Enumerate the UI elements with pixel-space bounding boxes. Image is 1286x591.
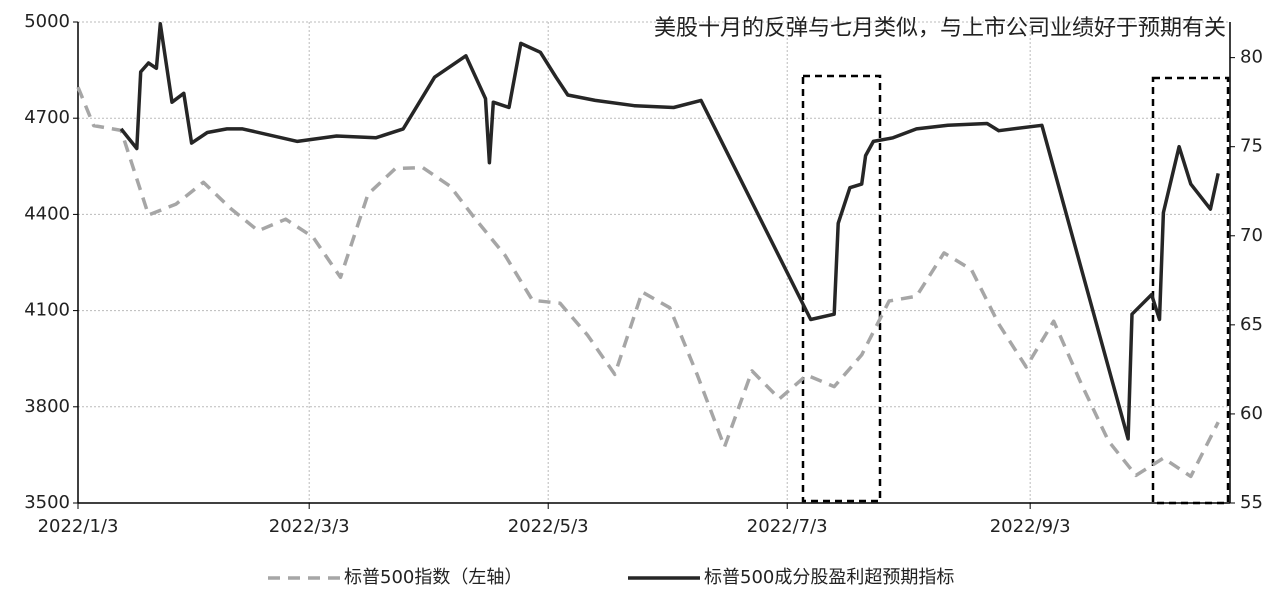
y-tick-label: 5000 [24, 11, 70, 32]
y-tick-label: 3500 [24, 492, 70, 513]
y2-tick-label: 65 [1240, 314, 1263, 335]
series-line [76, 86, 1220, 479]
highlight-box [1151, 76, 1230, 505]
y2-tick-label: 70 [1240, 225, 1263, 246]
highlight-box [801, 74, 882, 503]
y-tick-label: 4100 [24, 300, 70, 321]
x-tick-label: 2022/1/3 [38, 516, 119, 537]
y2-tick-label: 80 [1240, 47, 1263, 68]
y-tick-label: 3800 [24, 396, 70, 417]
legend-label: 标普500成分股盈利超预期指标 [704, 567, 954, 588]
y-tick-label: 4400 [24, 203, 70, 224]
y2-tick-label: 60 [1240, 403, 1263, 424]
y2-tick-label: 75 [1240, 136, 1263, 157]
y-tick-label: 4700 [24, 107, 70, 128]
x-tick-label: 2022/3/3 [269, 516, 350, 537]
x-tick-label: 2022/9/3 [990, 516, 1071, 537]
x-tick-label: 2022/5/3 [508, 516, 589, 537]
series-line [119, 22, 1220, 441]
y2-tick-label: 55 [1240, 492, 1263, 513]
x-tick-label: 2022/7/3 [747, 516, 828, 537]
legend-label: 标普500指数（左轴） [344, 567, 522, 588]
chart-title: 美股十月的反弹与七月类似，与上市公司业绩好于预期有关 [654, 15, 1226, 40]
